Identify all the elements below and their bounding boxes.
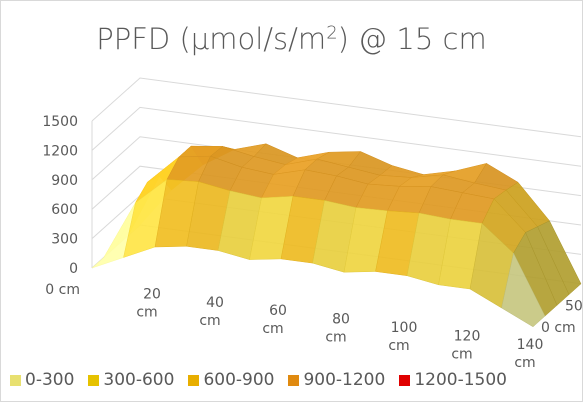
legend-item: 300-600	[88, 370, 174, 390]
x-tick-label: 140	[517, 337, 544, 353]
legend-label: 900-1200	[303, 370, 386, 390]
x-tick-unit: cm	[388, 338, 409, 354]
y-tick-label: 0 cm	[541, 320, 576, 336]
chart-title-superscript: 2	[326, 22, 338, 44]
x-tick-label: 0 cm	[45, 282, 80, 298]
axis-layer: 0 300 600 900 1200 1500 0 cm 20 cm 40 cm 60 cm 80 cm 10…	[42, 114, 583, 371]
x-tick-unit: cm	[136, 304, 157, 320]
gridline	[91, 77, 582, 138]
chart-title: PPFD (µmol/s/m2) @ 15 cm	[0, 22, 583, 56]
chart-title-tail: ) @ 15 cm	[337, 22, 487, 56]
x-tick-label: 40	[206, 295, 224, 311]
legend-label: 0-300	[25, 370, 75, 390]
legend-swatch	[10, 374, 21, 386]
x-tick-label: 20	[143, 286, 161, 302]
legend-item: 600-900	[188, 370, 274, 390]
z-tick-label: 300	[51, 232, 78, 248]
x-tick-unit: cm	[262, 321, 283, 337]
legend-swatch	[188, 374, 200, 386]
x-tick-unit: cm	[514, 355, 535, 371]
legend-label: 600-900	[203, 370, 275, 390]
chart-title-main: PPFD (µmol/s/m	[96, 22, 327, 56]
z-tick-label: 0	[69, 261, 78, 277]
legend-item: 1200-1500	[399, 370, 507, 390]
surface-patch	[501, 252, 546, 328]
surface-layer	[91, 143, 582, 328]
gridline	[91, 106, 582, 167]
z-tick-label: 1500	[42, 114, 78, 130]
legend-item: 0-300	[10, 370, 74, 390]
x-tick-label: 60	[269, 303, 287, 319]
z-tick-label: 900	[51, 173, 78, 189]
x-tick-label: 100	[391, 320, 418, 336]
legend-item: 900-1200	[288, 370, 385, 390]
legend: 0-300 300-600 600-900 900-1200 1200-1500	[10, 370, 580, 390]
x-tick-unit: cm	[199, 313, 220, 329]
y-tick-label: 50 cm	[565, 298, 583, 314]
x-tick-label: 120	[454, 328, 481, 344]
z-tick-label: 600	[51, 202, 78, 218]
x-tick-unit: cm	[325, 330, 346, 346]
legend-label: 1200-1500	[414, 370, 507, 390]
x-tick-label: 80	[332, 312, 350, 328]
legend-label: 300-600	[103, 370, 175, 390]
x-tick-unit: cm	[451, 346, 472, 362]
legend-swatch	[399, 374, 411, 386]
legend-swatch	[288, 374, 300, 386]
z-tick-label: 1200	[42, 143, 78, 159]
legend-swatch	[88, 374, 100, 386]
